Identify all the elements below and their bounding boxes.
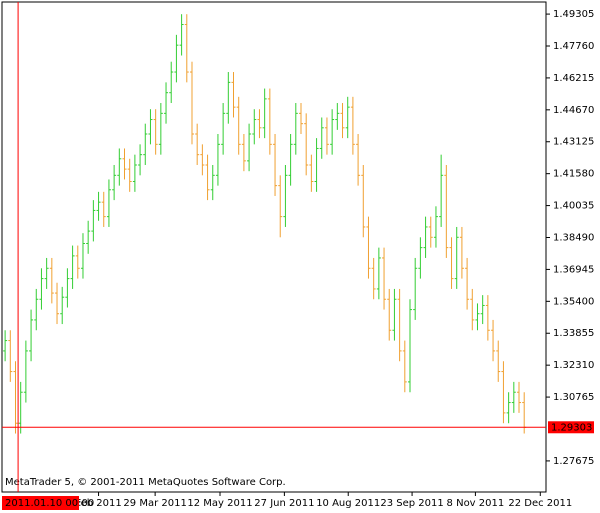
y-tick-label: 1.35400 xyxy=(553,296,594,307)
y-tick-label: 1.49305 xyxy=(553,9,594,20)
y-tick-label: 1.43125 xyxy=(553,137,594,148)
x-tick-label: 23 Sep 2011 xyxy=(380,498,443,509)
y-tick-label: 1.38490 xyxy=(553,232,594,243)
y-tick-label: 1.47760 xyxy=(553,41,594,52)
y-tick-label: 1.33855 xyxy=(553,328,594,339)
y-tick-label: 1.46215 xyxy=(553,73,594,84)
y-tick-label: 1.41580 xyxy=(553,169,594,180)
y-tick-label: 1.44670 xyxy=(553,105,594,116)
x-tick-label: 22 Dec 2011 xyxy=(508,498,572,509)
plot-frame xyxy=(1,1,547,493)
crosshair-price-box xyxy=(548,421,594,434)
x-tick-label: 10 Aug 2011 xyxy=(316,498,380,509)
x-tick-label: Feb 2011 xyxy=(75,498,121,509)
x-tick-label: 12 May 2011 xyxy=(187,498,252,509)
y-tick-label: 1.40035 xyxy=(553,201,594,212)
y-tick-label: 1.36945 xyxy=(553,264,594,275)
crosshair-date-label: 2011.01.10 00:00 xyxy=(5,498,94,509)
crosshair-date-box xyxy=(2,496,79,510)
x-tick-label: 8 Nov 2011 xyxy=(447,498,505,509)
y-tick-label: 1.27675 xyxy=(553,456,594,467)
x-tick-label: 27 Jun 2011 xyxy=(254,498,314,509)
crosshair-price-label: 1.29303 xyxy=(551,422,592,433)
x-tick-label: 29 Mar 2011 xyxy=(123,498,186,509)
footer: MetaTrader 5, © 2001-2011 MetaQuotes Sof… xyxy=(5,477,286,488)
y-tick-label: 1.32310 xyxy=(553,360,594,371)
y-tick-label: 1.30765 xyxy=(553,392,594,403)
